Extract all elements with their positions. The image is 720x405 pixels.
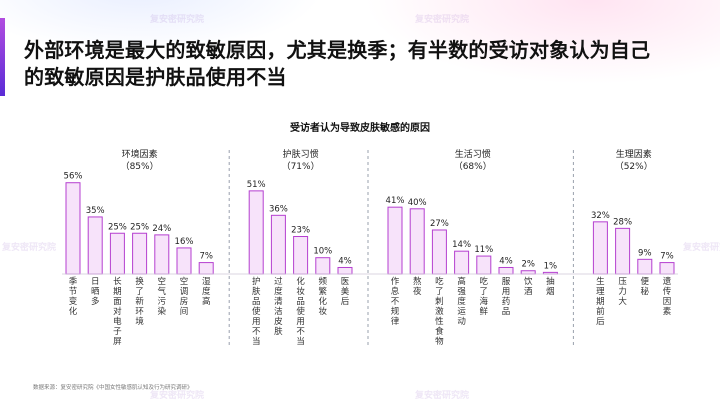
category-label: 吃了刺激性食物 <box>435 276 444 347</box>
bar <box>498 266 514 275</box>
category-label: 遗传因素 <box>663 276 672 317</box>
category-label: 湿度高 <box>202 276 211 307</box>
bar <box>198 262 214 275</box>
bar <box>293 236 309 275</box>
bar <box>409 208 425 275</box>
group-percent: （68%） <box>454 161 492 172</box>
data-label: 4% <box>499 256 513 266</box>
data-label: 16% <box>175 237 194 247</box>
bar <box>315 257 331 275</box>
category-label: 吃了海鲜 <box>480 276 489 317</box>
category-label: 空气污染 <box>158 276 167 317</box>
bar <box>592 221 608 275</box>
category-label: 季节变化 <box>69 276 78 317</box>
bar <box>87 216 103 275</box>
bar <box>520 270 536 275</box>
bar <box>270 214 286 275</box>
data-label: 7% <box>199 252 213 262</box>
group-percent: （52%） <box>615 161 653 172</box>
category-label: 压力大 <box>618 277 627 307</box>
data-label: 23% <box>291 226 310 236</box>
category-label: 空调房间 <box>180 276 189 317</box>
bar <box>109 232 125 275</box>
group-title: 生理因素 <box>616 148 652 160</box>
bar <box>615 227 631 275</box>
category-label: 频繁化妆 <box>319 276 328 317</box>
bar <box>176 247 192 275</box>
data-label: 28% <box>613 217 632 227</box>
data-label: 32% <box>591 211 610 221</box>
bar <box>476 255 492 275</box>
bar <box>154 234 170 275</box>
category-label: 作息不规律 <box>391 276 400 327</box>
data-label: 7% <box>660 252 674 262</box>
data-label: 11% <box>474 245 493 255</box>
data-label: 4% <box>338 256 352 266</box>
category-label: 日晒多 <box>91 277 100 307</box>
category-label: 饮酒 <box>524 276 533 297</box>
data-label: 27% <box>430 219 449 229</box>
data-label: 35% <box>86 206 105 216</box>
group-title: 生活习惯 <box>455 148 491 160</box>
bar <box>248 190 264 275</box>
data-label: 2% <box>521 260 535 270</box>
chart-title: 受访者认为导致皮肤敏感的原因 <box>290 121 430 134</box>
category-label: 熬夜 <box>413 276 422 297</box>
data-label: 25% <box>108 222 127 232</box>
source-note: 数据来源：复安密研究院《中国女性敏感肌认知及行为研究调研》 <box>33 385 193 391</box>
data-label: 10% <box>313 247 332 257</box>
data-label: 41% <box>386 196 405 206</box>
data-label: 9% <box>638 248 652 258</box>
bar <box>132 232 148 275</box>
bar <box>65 182 81 275</box>
page-headline: 外部环境是最大的致敏原因，尤其是换季；有半数的受访对象认为自己 的致敏原因是护肤… <box>24 37 684 91</box>
category-label: 长期面对电子屏 <box>113 276 122 347</box>
category-label: 过度清洁皮肤 <box>274 276 283 337</box>
data-label: 14% <box>452 240 471 250</box>
data-label: 40% <box>408 198 427 208</box>
data-label: 25% <box>130 222 149 232</box>
category-label: 化妆品使用不当 <box>296 276 305 347</box>
category-label: 服用药品 <box>502 277 511 317</box>
bar <box>431 229 447 275</box>
category-label: 医美后 <box>341 277 350 307</box>
bar <box>454 250 470 275</box>
chart-body: 56% 季节变化 35% 日晒多 25% 长期面对电子屏 25% 换了新环境 24% 空气污染 16… <box>62 148 678 348</box>
group-title: 护肤习惯 <box>283 148 319 160</box>
headline-line-1: 外部环境是最大的致敏原因，尤其是换季；有半数的受访对象认为自己 <box>24 38 651 62</box>
accent-bar <box>0 18 5 96</box>
data-label: 56% <box>64 172 83 182</box>
bar <box>337 266 353 275</box>
bar <box>659 262 675 275</box>
bar <box>637 258 653 275</box>
data-label: 1% <box>544 261 558 271</box>
category-label: 高强度运动 <box>457 276 466 327</box>
bar <box>387 206 403 275</box>
data-label: 51% <box>247 180 266 190</box>
category-label: 便秘 <box>641 276 650 297</box>
category-label: 换了新环境 <box>135 276 144 327</box>
category-label: 生理期前后 <box>596 276 605 327</box>
group-percent: （85%） <box>121 161 159 172</box>
data-label: 36% <box>269 204 288 214</box>
group-title: 环境因素 <box>122 148 158 160</box>
group-percent: （71%） <box>282 161 320 172</box>
category-label: 护肤品使用不当 <box>252 276 261 347</box>
data-label: 24% <box>152 224 171 234</box>
headline-line-2: 的致敏原因是护肤品使用不当 <box>24 65 287 89</box>
category-label: 抽烟 <box>546 276 555 297</box>
